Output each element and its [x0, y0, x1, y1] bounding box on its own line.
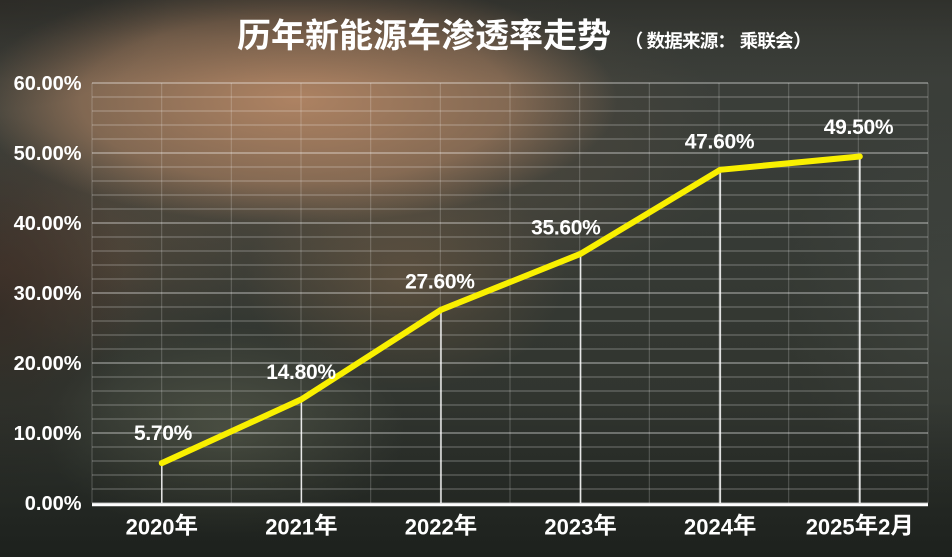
svg-text:10.00%: 10.00% — [14, 423, 82, 445]
svg-text:47.60%: 47.60% — [685, 131, 755, 154]
svg-text:2022: 2022 — [405, 514, 454, 539]
svg-text:0.00%: 0.00% — [25, 493, 82, 515]
svg-text:50.00%: 50.00% — [14, 143, 82, 165]
svg-text:27.60%: 27.60% — [405, 271, 475, 294]
svg-text:2021: 2021 — [265, 514, 314, 539]
svg-text:49.50%: 49.50% — [824, 116, 894, 139]
svg-text:60.00%: 60.00% — [14, 73, 82, 95]
svg-text:20.00%: 20.00% — [14, 353, 82, 375]
svg-text:5.70%: 5.70% — [134, 422, 193, 445]
svg-text:35.60%: 35.60% — [531, 216, 601, 239]
svg-text:2025: 2025 — [806, 514, 855, 539]
svg-text:2020: 2020 — [126, 514, 175, 539]
svg-text:14.80%: 14.80% — [266, 361, 336, 384]
svg-text:2023: 2023 — [544, 514, 593, 539]
svg-text:2024: 2024 — [684, 514, 734, 539]
svg-text:2: 2 — [878, 514, 890, 539]
svg-text:30.00%: 30.00% — [14, 283, 82, 305]
svg-text:40.00%: 40.00% — [14, 213, 82, 235]
